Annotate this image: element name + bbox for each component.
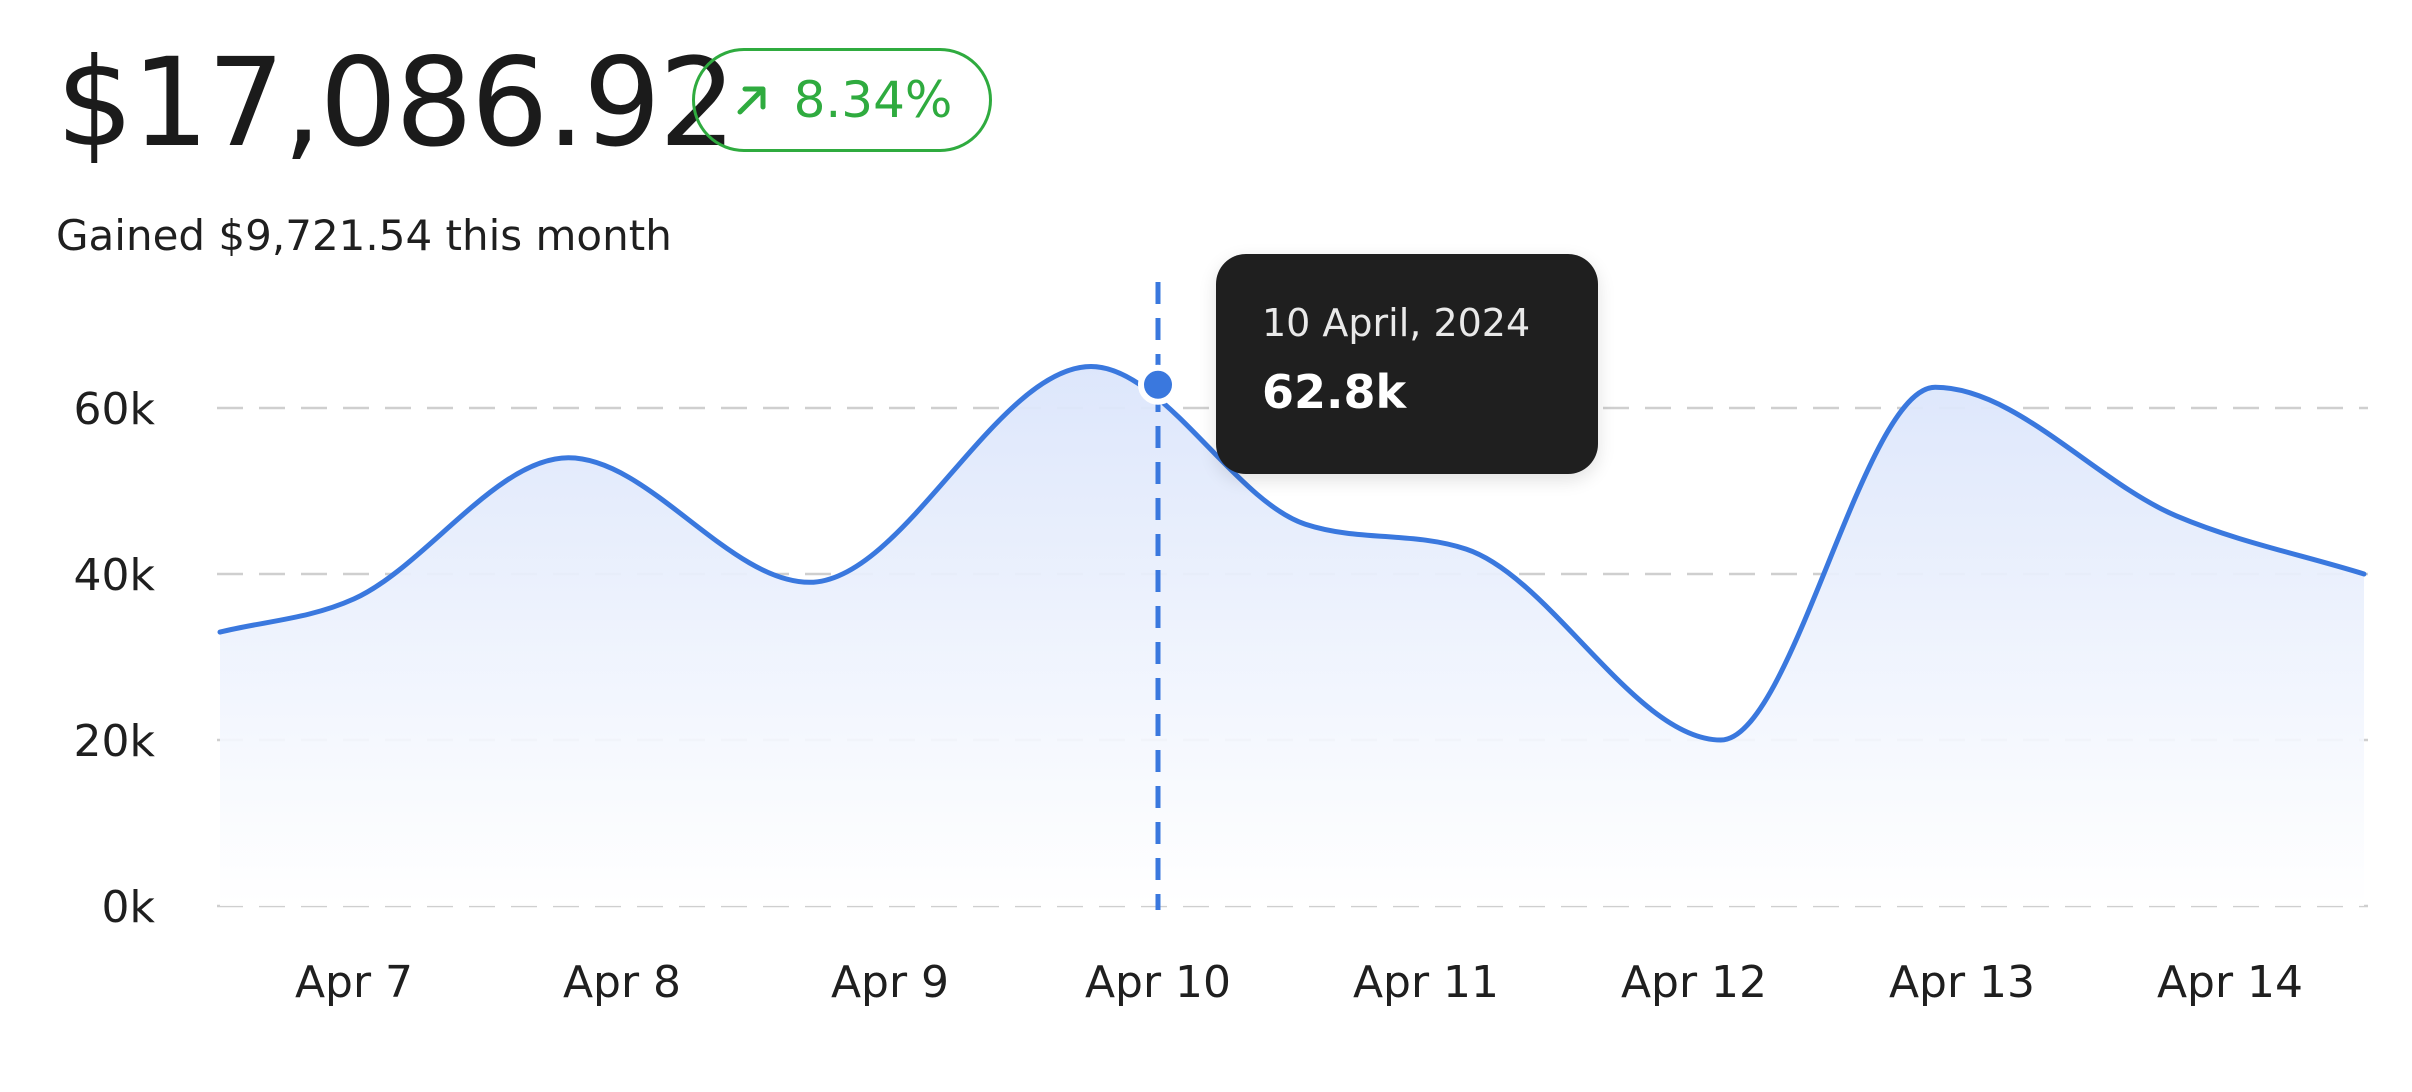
- portfolio-total-value: $17,086.92: [56, 32, 737, 174]
- x-tick-label: Apr 12: [1621, 957, 1767, 1008]
- chart-tooltip: 10 April, 2024 62.8k: [1216, 254, 1598, 474]
- y-tick-label: 20k: [74, 716, 156, 767]
- x-tick-label: Apr 14: [2157, 957, 2303, 1008]
- tooltip-date: 10 April, 2024: [1262, 301, 1531, 345]
- x-tick-label: Apr 7: [295, 957, 413, 1008]
- highlighted-data-point[interactable]: [1138, 364, 1178, 405]
- x-tick-label: Apr 9: [831, 957, 949, 1008]
- arrow-up-right-icon: [737, 86, 766, 115]
- y-tick-label: 0k: [102, 882, 156, 933]
- x-tick-label: Apr 11: [1353, 957, 1499, 1008]
- y-axis-labels: 0k 20k 40k 60k: [74, 384, 156, 933]
- y-tick-label: 60k: [74, 384, 156, 435]
- x-axis-labels: Apr 7 Apr 8 Apr 9 Apr 10 Apr 11 Apr 12 Apr 13 A…: [295, 957, 2303, 1008]
- x-tick-label: Apr 8: [563, 957, 681, 1008]
- area-fill: [220, 366, 2364, 906]
- series-line: [217, 364, 2367, 743]
- change-badge: 8.34%: [692, 48, 992, 152]
- x-tick-label: Apr 10: [1085, 957, 1231, 1008]
- x-tick-label: Apr 13: [1889, 957, 2035, 1008]
- change-percent: 8.34%: [793, 71, 953, 129]
- y-tick-label: 40k: [74, 550, 156, 601]
- monthly-gain-text: Gained $9,721.54 this month: [56, 211, 672, 260]
- tooltip-value: 62.8k: [1262, 365, 1407, 419]
